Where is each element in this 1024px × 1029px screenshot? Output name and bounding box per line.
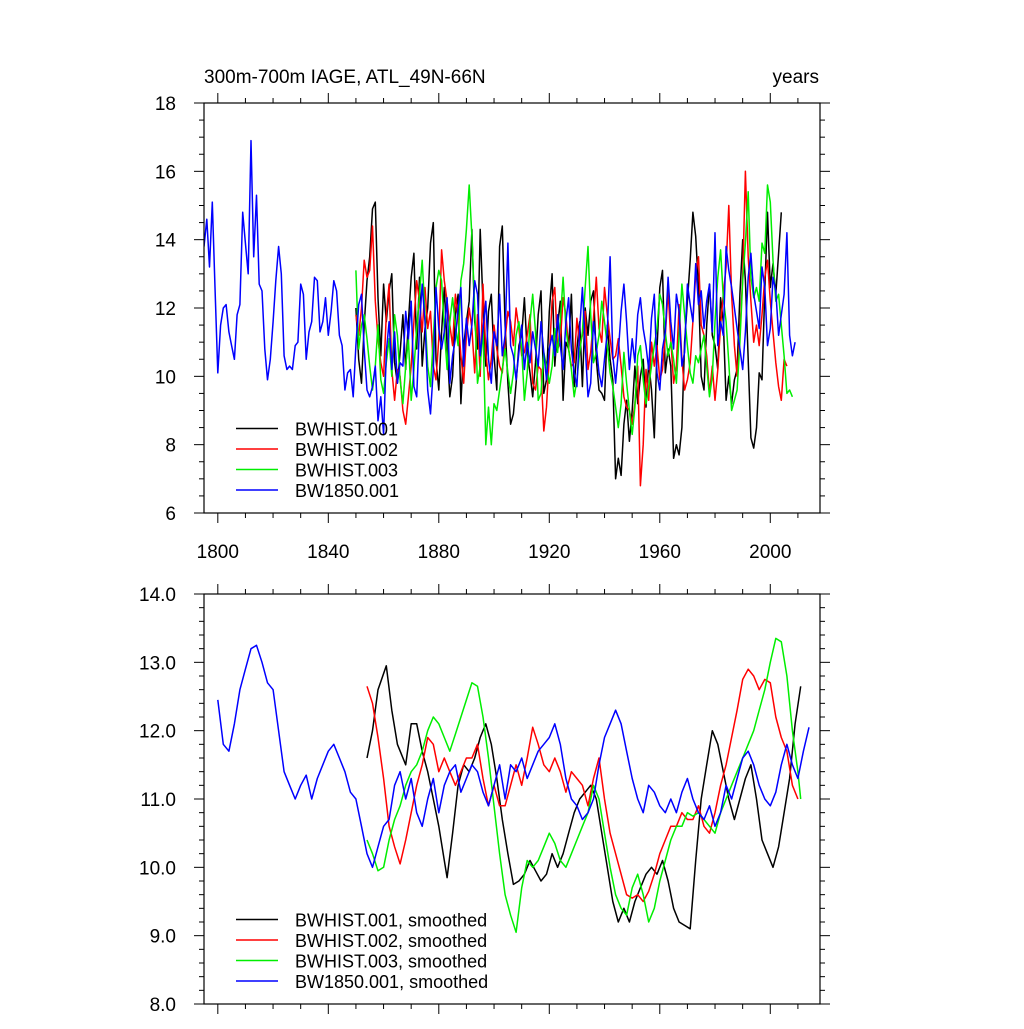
bottom-y-tick-label: 11.0 — [140, 790, 176, 811]
top-series-line-4 — [204, 139, 796, 436]
top-x-tick-label: 1880 — [418, 542, 460, 563]
top-y-tick-label: 14 — [155, 231, 177, 252]
top-legend-label-2: BWHIST.002 — [295, 440, 398, 460]
bottom-series-line-3 — [366, 637, 802, 934]
top-legend-label-1: BWHIST.001 — [295, 420, 398, 440]
top-x-tick-label: 2000 — [749, 542, 791, 563]
bottom-y-tick-label: 8.0 — [150, 995, 176, 1016]
bottom-legend-label-3: BWHIST.003, smoothed — [295, 952, 487, 972]
top-chart-marks — [204, 139, 796, 487]
bottom-series-line-4 — [217, 644, 810, 869]
top-y-tick-label: 6 — [165, 504, 176, 525]
top-chart-ticks: 1800 1840 1880 1920 1960 2000 6 8 10 12 14 16 18 — [155, 93, 830, 563]
bottom-y-tick-label: 10.0 — [139, 858, 176, 879]
bottom-chart-frame — [203, 593, 821, 1005]
top-legend-label-4: BW1850.001 — [295, 481, 399, 501]
bottom-chart-ticks: 8.0 9.0 10.0 11.0 12.0 13.0 14.0 — [139, 584, 830, 1016]
bottom-y-tick-label: 9.0 — [150, 927, 176, 948]
bottom-legend-label-4: BW1850.001, smoothed — [295, 972, 488, 992]
bottom-y-tick-label: 13.0 — [139, 653, 176, 674]
bottom-y-tick-label: 12.0 — [139, 722, 176, 743]
bottom-legend-label-2: BWHIST.002, smoothed — [295, 931, 487, 951]
bottom-chart-marks — [217, 637, 810, 934]
top-y-tick-label: 10 — [155, 367, 176, 388]
top-chart-title: 300m-700m IAGE, ATL_49N-66N — [204, 67, 486, 88]
top-chart-frame — [203, 102, 821, 514]
top-chart: 300m-700m IAGE, ATL_49N-66N years 1800 18… — [155, 67, 830, 563]
bottom-series-line-1 — [366, 665, 802, 930]
bottom-legend-label-1: BWHIST.001, smoothed — [295, 911, 487, 931]
top-y-tick-label: 8 — [165, 436, 176, 457]
top-y-tick-label: 18 — [155, 94, 176, 115]
bottom-y-tick-label: 14.0 — [139, 585, 176, 606]
top-x-tick-label: 1920 — [528, 542, 570, 563]
top-x-tick-label: 1800 — [197, 542, 239, 563]
top-legend-label-3: BWHIST.003 — [295, 461, 398, 481]
bottom-chart: 8.0 9.0 10.0 11.0 12.0 13.0 14.0 BWHIST.001, s… — [139, 584, 830, 1016]
top-y-tick-label: 12 — [155, 299, 176, 320]
top-x-tick-label: 1960 — [639, 542, 681, 563]
bottom-series-line-2 — [366, 668, 799, 903]
top-y-tick-label: 16 — [155, 162, 176, 183]
top-chart-units: years — [773, 67, 819, 88]
top-x-tick-label: 1840 — [307, 542, 349, 563]
top-series-line-3 — [355, 184, 794, 446]
